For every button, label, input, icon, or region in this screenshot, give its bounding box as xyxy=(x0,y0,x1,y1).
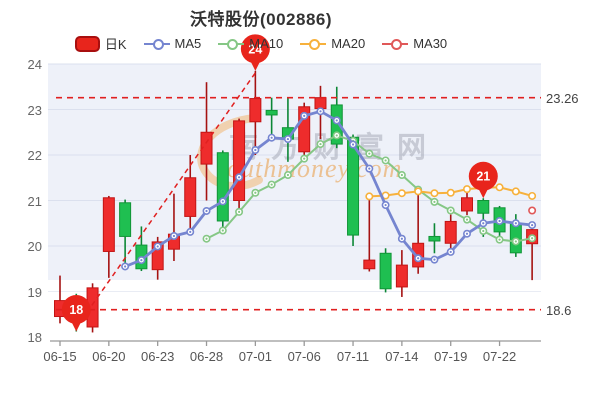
legend-item-ma10[interactable]: MA10 xyxy=(218,36,283,51)
y-axis-label: 23 xyxy=(27,102,42,118)
x-axis-label: 07-14 xyxy=(385,349,419,364)
legend-label: MA10 xyxy=(249,36,284,51)
y-axis-label: 21 xyxy=(27,193,42,209)
x-axis-label: 07-06 xyxy=(287,349,321,364)
ma-line-icon xyxy=(143,39,170,50)
ma-line-icon xyxy=(382,39,409,50)
price-balloon-24: 24 xyxy=(240,34,270,71)
legend-item-日k[interactable]: 日K xyxy=(74,34,127,53)
ma-line-icon xyxy=(300,39,327,50)
y-axis-label: 19 xyxy=(27,284,42,300)
svg-text:21: 21 xyxy=(476,170,490,184)
legend-item-ma5[interactable]: MA5 xyxy=(143,36,202,51)
y-axis-label: 18 xyxy=(27,330,42,345)
x-axis-label: 07-01 xyxy=(238,349,272,364)
x-axis-label: 06-15 xyxy=(43,349,77,364)
lower-dashed-line-label: 18.6 xyxy=(546,303,572,318)
chart-legend: 日K MA5 MA10 MA20 MA30 xyxy=(0,34,522,53)
legend-label: 日K xyxy=(104,37,127,52)
page-title: 沃特股份(002886) xyxy=(189,10,333,29)
upper-dashed-line-label: 23.26 xyxy=(546,91,579,106)
y-axis-label: 22 xyxy=(27,148,42,163)
legend-item-ma30[interactable]: MA30 xyxy=(382,36,447,51)
x-axis-label: 07-19 xyxy=(434,349,468,364)
candle-swatch-icon xyxy=(74,35,100,52)
y-axis-label: 20 xyxy=(27,239,42,254)
x-axis-label: 07-11 xyxy=(336,349,370,364)
x-axis-label: 06-20 xyxy=(92,349,126,364)
svg-text:24: 24 xyxy=(248,42,262,56)
price-balloon-21: 21 xyxy=(468,161,498,199)
svg-text:18: 18 xyxy=(69,303,83,317)
x-axis-label: 07-22 xyxy=(482,349,517,364)
legend-item-ma20[interactable]: MA20 xyxy=(300,36,365,51)
ma-line-icon xyxy=(218,39,245,50)
x-axis-label: 06-23 xyxy=(141,349,175,364)
y-axis-label: 24 xyxy=(27,57,42,72)
legend-label: MA30 xyxy=(413,36,448,51)
x-axis-label: 06-28 xyxy=(189,349,224,364)
price-balloon-18: 18 xyxy=(61,295,91,332)
legend-label: MA20 xyxy=(331,36,366,51)
legend-label: MA5 xyxy=(174,36,202,51)
